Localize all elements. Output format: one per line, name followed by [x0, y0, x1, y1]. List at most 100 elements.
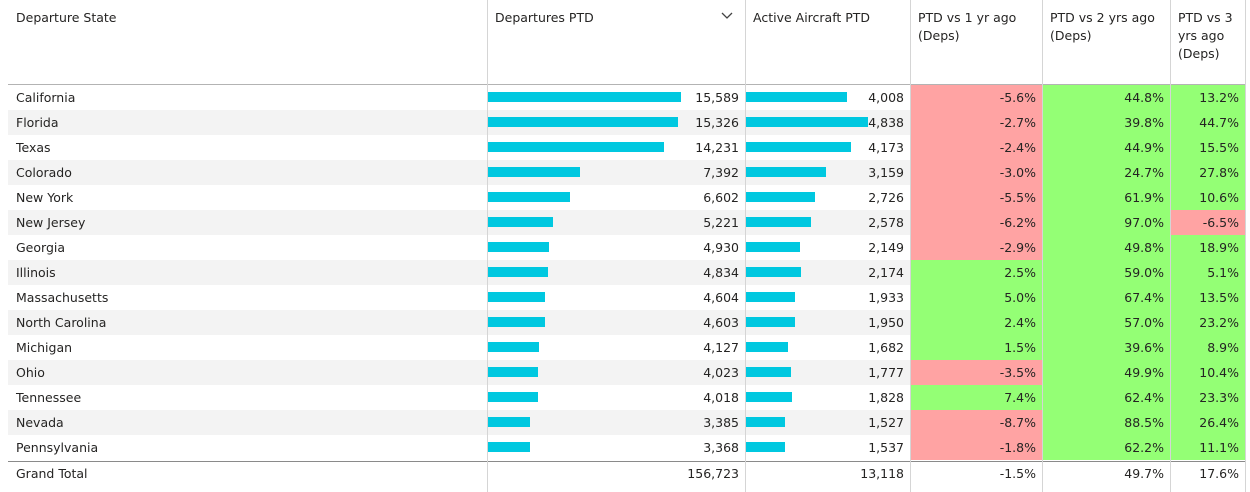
aircraft-cell: 1,527: [745, 410, 910, 435]
aircraft-bar: [746, 267, 801, 277]
vs2-change-cell: 49.8%: [1042, 235, 1170, 260]
vs2-change-cell: 44.9%: [1042, 135, 1170, 160]
state-name: Massachusetts: [16, 290, 109, 305]
column-header-ptd-vs-1yr[interactable]: PTD vs 1 yr ago (Deps): [910, 0, 1042, 84]
departures-cell: 5,221: [487, 210, 745, 235]
vs3-change-cell: 10.6%: [1170, 185, 1245, 210]
aircraft-value: 1,933: [868, 290, 904, 305]
grand-total-label: Grand Total: [16, 466, 88, 481]
vs2-change-cell: 61.9%: [1042, 185, 1170, 210]
vs1-change-cell: 2.5%: [910, 260, 1042, 285]
vs2-change-cell: 67.4%: [1042, 285, 1170, 310]
table-row[interactable]: Georgia 4,930 2,149 -2.9% 49.8% 18.9%: [8, 235, 1245, 260]
state-name: Colorado: [16, 165, 72, 180]
aircraft-cell: 2,174: [745, 260, 910, 285]
vs2-change-cell: 24.7%: [1042, 160, 1170, 185]
chevron-down-icon[interactable]: [721, 12, 733, 20]
vs3-change-cell: 13.2%: [1170, 85, 1245, 110]
departures-cell: 4,018: [487, 385, 745, 410]
column-divider: [745, 0, 746, 492]
table-row[interactable]: Ohio 4,023 1,777 -3.5% 49.9% 10.4%: [8, 360, 1245, 385]
departures-bar: [488, 392, 538, 402]
departures-cell: 4,604: [487, 285, 745, 310]
departures-value: 4,127: [703, 340, 739, 355]
table-row[interactable]: Tennessee 4,018 1,828 7.4% 62.4% 23.3%: [8, 385, 1245, 410]
state-name: Tennessee: [16, 390, 82, 405]
table-row[interactable]: Colorado 7,392 3,159 -3.0% 24.7% 27.8%: [8, 160, 1245, 185]
departures-value: 4,023: [703, 365, 739, 380]
aircraft-bar: [746, 392, 792, 402]
aircraft-value: 1,537: [868, 440, 904, 455]
aircraft-value: 3,159: [868, 165, 904, 180]
aircraft-cell: 1,950: [745, 310, 910, 335]
departures-value: 15,326: [695, 115, 739, 130]
table-row[interactable]: Illinois 4,834 2,174 2.5% 59.0% 5.1%: [8, 260, 1245, 285]
grand-total-vs3: 17.6%: [1199, 466, 1239, 481]
table-row[interactable]: Nevada 3,385 1,527 -8.7% 88.5% 26.4%: [8, 410, 1245, 435]
state-name: Ohio: [16, 365, 45, 380]
departures-value: 4,604: [703, 290, 739, 305]
state-name: Pennsylvania: [16, 440, 99, 455]
column-divider: [1042, 0, 1043, 492]
departures-value: 14,231: [695, 140, 739, 155]
grand-total-vs2: 49.7%: [1124, 466, 1164, 481]
vs1-change-cell: 7.4%: [910, 385, 1042, 410]
table-row[interactable]: New York 6,602 2,726 -5.5% 61.9% 10.6%: [8, 185, 1245, 210]
aircraft-cell: 2,578: [745, 210, 910, 235]
table-row[interactable]: California 15,589 4,008 -5.6% 44.8% 13.2%: [8, 85, 1245, 110]
column-header-label: Departure State: [16, 10, 117, 25]
table-row[interactable]: Florida 15,326 4,838 -2.7% 39.8% 44.7%: [8, 110, 1245, 135]
vs1-change-cell: -8.7%: [910, 410, 1042, 435]
table-row[interactable]: Michigan 4,127 1,682 1.5% 39.6% 8.9%: [8, 335, 1245, 360]
aircraft-value: 2,726: [868, 190, 904, 205]
grand-total-vs1: -1.5%: [999, 466, 1036, 481]
vs3-change-cell: 27.8%: [1170, 160, 1245, 185]
column-header-departures-ptd[interactable]: Departures PTD: [487, 0, 745, 84]
table-row[interactable]: North Carolina 4,603 1,950 2.4% 57.0% 23.2%: [8, 310, 1245, 335]
state-name: New Jersey: [16, 215, 86, 230]
aircraft-cell: 4,173: [745, 135, 910, 160]
aircraft-value: 2,578: [868, 215, 904, 230]
vs2-change-cell: 97.0%: [1042, 210, 1170, 235]
table-row[interactable]: Massachusetts 4,604 1,933 5.0% 67.4% 13.5%: [8, 285, 1245, 310]
vs2-change-cell: 39.8%: [1042, 110, 1170, 135]
column-divider: [1170, 0, 1171, 492]
departures-cell: 14,231: [487, 135, 745, 160]
column-header-active-aircraft-ptd[interactable]: Active Aircraft PTD: [745, 0, 910, 84]
departures-cell: 15,589: [487, 85, 745, 110]
departures-bar: [488, 142, 664, 152]
state-name: Michigan: [16, 340, 73, 355]
vs2-change-cell: 44.8%: [1042, 85, 1170, 110]
departures-value: 4,834: [703, 265, 739, 280]
vs3-change-cell: 26.4%: [1170, 410, 1245, 435]
vs2-change-cell: 59.0%: [1042, 260, 1170, 285]
departures-cell: 4,834: [487, 260, 745, 285]
table-row[interactable]: Pennsylvania 3,368 1,537 -1.8% 62.2% 11.1%: [8, 435, 1245, 460]
departures-bar: [488, 92, 681, 102]
table-row[interactable]: Texas 14,231 4,173 -2.4% 44.9% 15.5%: [8, 135, 1245, 160]
vs3-change-cell: -6.5%: [1170, 210, 1245, 235]
vs1-change-cell: -3.5%: [910, 360, 1042, 385]
aircraft-value: 1,682: [868, 340, 904, 355]
departures-value: 4,018: [703, 390, 739, 405]
vs2-change-cell: 39.6%: [1042, 335, 1170, 360]
column-header-label: Active Aircraft PTD: [753, 10, 871, 25]
aircraft-cell: 4,838: [745, 110, 910, 135]
column-header-ptd-vs-2yrs[interactable]: PTD vs 2 yrs ago (Deps): [1042, 0, 1170, 84]
departures-bar: [488, 367, 538, 377]
aircraft-cell: 1,933: [745, 285, 910, 310]
aircraft-value: 1,828: [868, 390, 904, 405]
table-row[interactable]: New Jersey 5,221 2,578 -6.2% 97.0% -6.5%: [8, 210, 1245, 235]
state-name: North Carolina: [16, 315, 107, 330]
departures-bar: [488, 317, 545, 327]
vs3-change-cell: 23.3%: [1170, 385, 1245, 410]
vs2-change-cell: 88.5%: [1042, 410, 1170, 435]
column-header-ptd-vs-3yrs[interactable]: PTD vs 3 yrs ago (Deps): [1170, 0, 1245, 84]
vs3-change-cell: 18.9%: [1170, 235, 1245, 260]
vs3-change-cell: 10.4%: [1170, 360, 1245, 385]
column-header-departure-state[interactable]: Departure State: [8, 0, 487, 84]
aircraft-bar: [746, 342, 788, 352]
grand-total-aircraft: 13,118: [860, 466, 904, 481]
vs1-change-cell: -3.0%: [910, 160, 1042, 185]
